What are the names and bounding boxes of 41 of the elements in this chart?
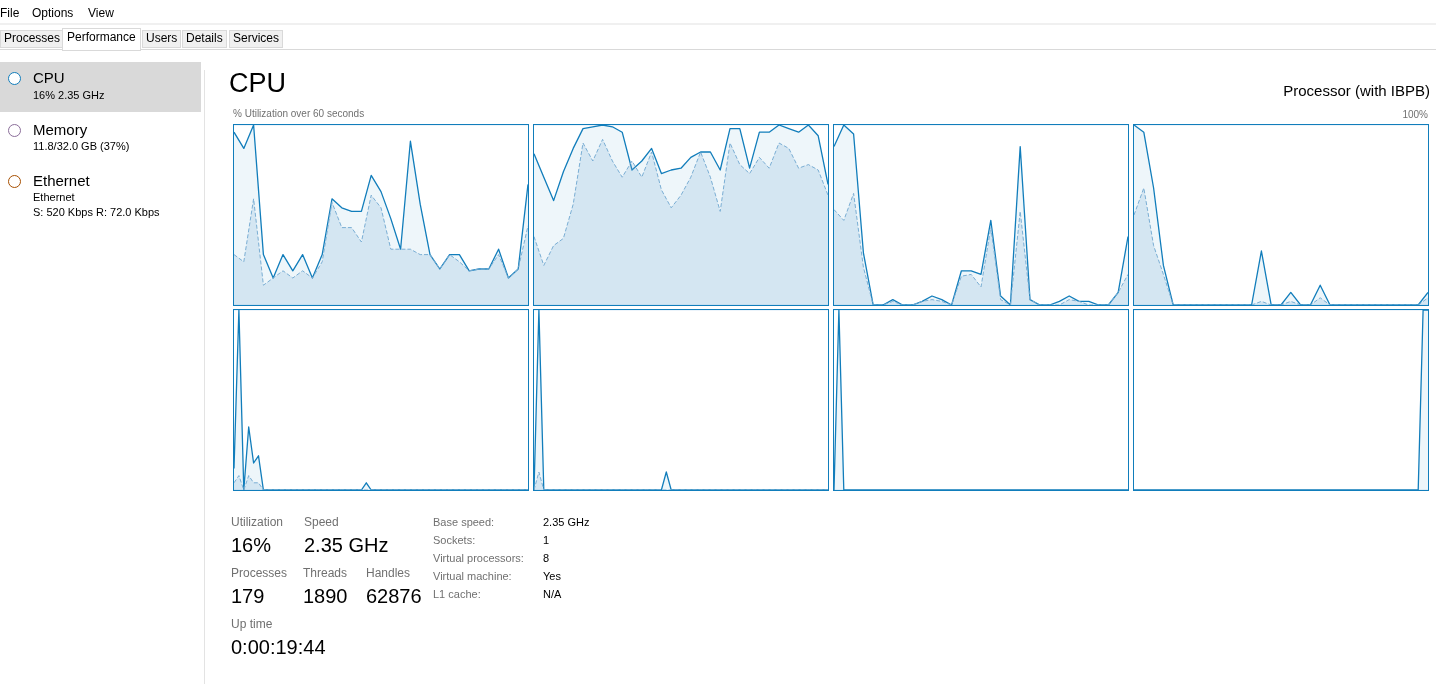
text: Up time [231,617,273,632]
text: Sockets: [433,534,476,547]
text: 179 [231,585,265,608]
text: 1890 [303,585,348,608]
text: S: 520 Kbps R: 72.0 Kbps [33,206,160,219]
text: Ethernet [33,191,75,204]
text: 62876 [366,585,422,608]
text: 16% [231,534,272,557]
text: 1 [543,534,550,547]
text: Services [229,30,284,48]
text: Base speed: [433,516,495,529]
text: Ethernet [33,172,90,190]
text: Details [182,30,227,48]
text: CPU [229,68,287,99]
text: 8 [543,552,550,565]
text: 16% 2.35 GHz [33,89,105,102]
text: L1 cache: [433,588,481,601]
text: 2.35 GHz [543,516,590,529]
text: Virtual processors: [433,552,524,565]
text: Handles [366,566,411,581]
text: Performance [62,28,141,51]
text: Processes [0,30,65,48]
text: Yes [543,570,561,583]
text: Utilization [231,515,284,530]
text: 11.8/32.0 GB (37%) [33,140,130,153]
text: File [0,6,20,21]
text: Memory [33,121,88,139]
text: View [88,6,114,21]
text: Processes [231,566,288,581]
text: Speed [304,515,339,530]
text: Processor (with IBPB) [1283,82,1430,99]
text: % Utilization over 60 seconds [233,108,365,120]
text: 0:00:19:44 [231,636,326,659]
text: CPU [33,69,65,87]
text: 2.35 GHz [304,534,389,557]
text: Virtual machine: [433,570,512,583]
text: N/A [543,588,562,601]
text: 100% [1402,109,1428,121]
text: Threads [303,566,348,581]
text: Options [32,6,74,21]
text: Users [142,30,182,48]
